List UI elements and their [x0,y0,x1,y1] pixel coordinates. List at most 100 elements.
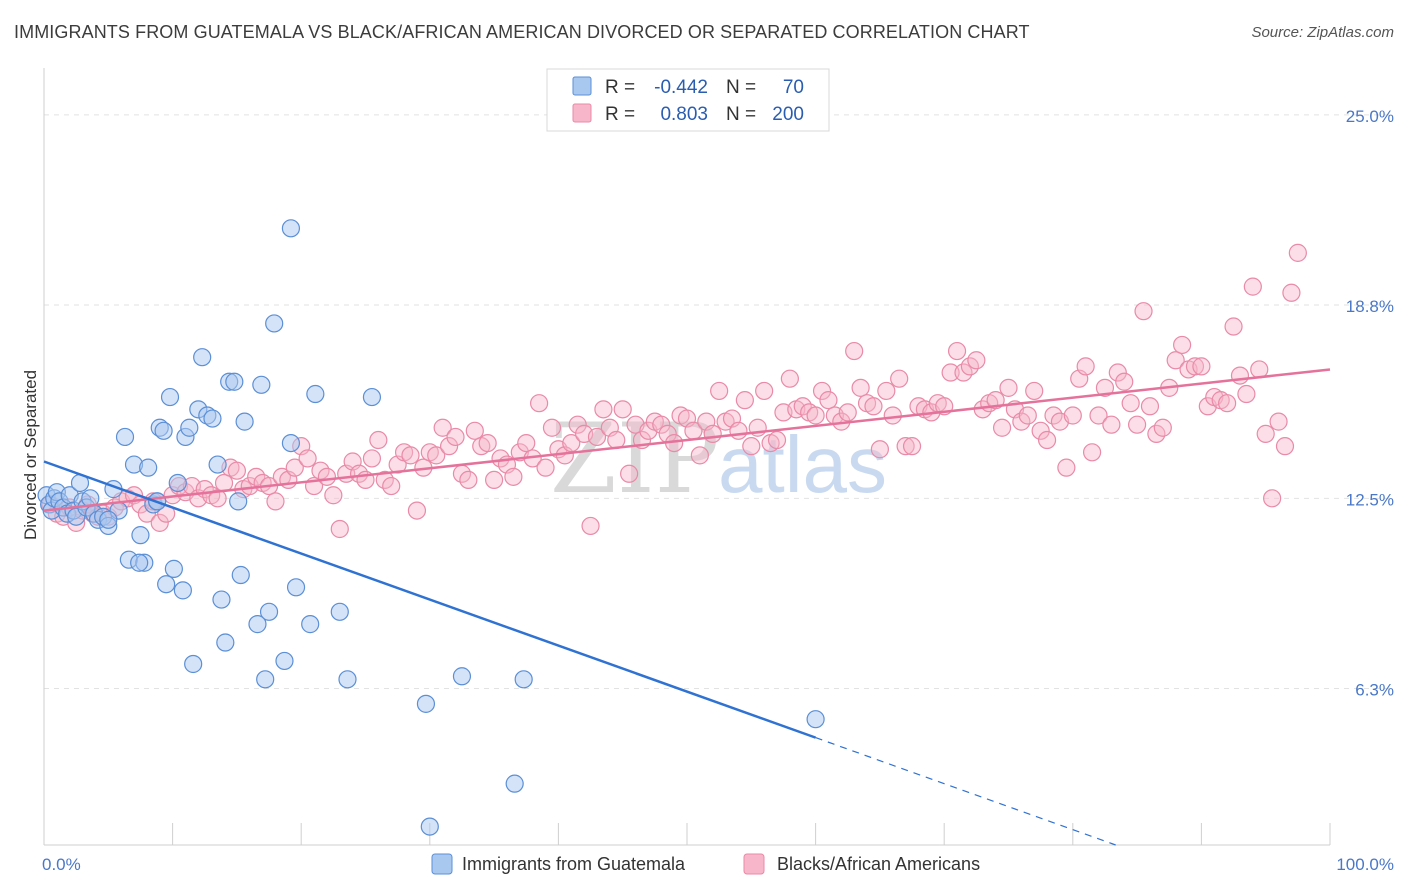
pink-point [587,427,607,447]
pink-point [864,397,883,416]
blue-point [235,412,254,431]
pink-point [1282,283,1301,302]
pink-point [285,458,304,477]
legend-r-value-1: -0.442 [654,77,708,98]
pink-point [568,415,587,434]
blue-point [256,670,275,689]
blue-point [99,510,118,529]
pink-point [767,430,787,450]
y-axis-title: Divorced or Separated [21,370,40,540]
pink-point [1115,372,1134,391]
y-tick-label: 18.8% [1346,297,1394,316]
pink-point [690,446,709,465]
pink-point [1185,357,1205,376]
series-blue-points [37,219,825,836]
pink-point [735,391,754,410]
pink-point [1127,415,1147,434]
blue-point [154,421,173,440]
blue-point [130,553,149,572]
legend-r-value-2: 0.803 [660,104,708,125]
pink-point [1263,489,1282,508]
blue-point [420,817,439,836]
y-tick-label: 25.0% [1346,107,1394,126]
blue-point [212,590,231,609]
pink-point [1224,317,1243,336]
pink-point [947,341,967,361]
watermark-zip: ZIP [550,403,719,515]
legend-r-label-2: R = [605,104,635,125]
bottom-legend-label-2: Blacks/African Americans [777,854,980,874]
pink-point [324,486,343,505]
pink-point [1288,243,1307,262]
pink-point [362,449,382,468]
blue-point [168,473,187,493]
watermark: ZIP atlas [550,403,887,515]
bottom-legend-swatch-pink [743,853,765,875]
blue-point [157,575,176,594]
pink-point [459,470,478,490]
pink-point [806,406,825,425]
pink-point [478,433,497,453]
pink-point [446,427,465,447]
pink-point [877,381,896,401]
pink-point [999,378,1018,397]
pink-point [465,421,484,440]
blue-point [265,314,284,333]
pink-point [1237,384,1256,404]
blue-point [160,387,180,407]
pink-point [1153,418,1172,437]
pink-point [150,513,169,532]
blue-point [248,615,267,634]
pink-point [1076,357,1095,376]
blue-point [281,219,301,238]
y-tick-label: 12.5% [1346,490,1394,509]
series-legend: Immigrants from Guatemala Blacks/African… [431,853,980,875]
blue-point [306,384,325,404]
blue-point [505,774,524,793]
legend-swatch-blue [572,76,592,96]
pink-point [1102,415,1121,434]
pink-point [1018,406,1037,425]
pink-point [517,433,536,453]
pink-point [433,418,452,437]
pink-point [992,418,1012,437]
y-tick-label: 6.3% [1355,681,1394,700]
blue-point [173,581,192,600]
blue-point [330,602,349,621]
blue-point [225,372,244,391]
pink-point [330,519,349,539]
pink-point [755,381,774,401]
x-tick-labels: 0.0% 100.0% [42,855,1394,874]
pink-point [1095,378,1115,397]
pink-point [710,381,729,401]
blue-point [180,418,199,437]
pink-point [1192,357,1211,376]
pink-point [812,381,832,401]
pink-point [1166,351,1185,370]
source-label: Source: ZipAtlas.com [1251,24,1394,41]
pink-point [439,437,459,456]
pink-point [317,467,337,486]
blue-point [259,602,279,621]
pink-point [896,437,915,456]
y-tick-labels: 6.3% 12.5% 18.8% 25.0% [1346,107,1394,700]
pink-point [1057,458,1076,477]
pink-point [1230,366,1250,385]
blue-point [203,409,222,428]
pink-point [703,424,722,443]
bottom-legend-label-1: Immigrants from Guatemala [462,854,686,874]
chart-title: IMMIGRANTS FROM GUATEMALA VS BLACK/AFRIC… [14,22,1030,42]
blue-trend-extension [815,737,1116,846]
pink-point [1256,424,1275,443]
blue-point [362,387,382,407]
pink-point [504,467,523,486]
pink-point [780,369,799,388]
pink-point [902,437,922,456]
blue-point [193,348,212,367]
grid-lines [44,114,1394,690]
pink-point [594,400,613,419]
blue-point [338,670,357,689]
pink-point [986,391,1005,410]
blue-point [231,565,250,585]
pink-point [1275,437,1295,456]
